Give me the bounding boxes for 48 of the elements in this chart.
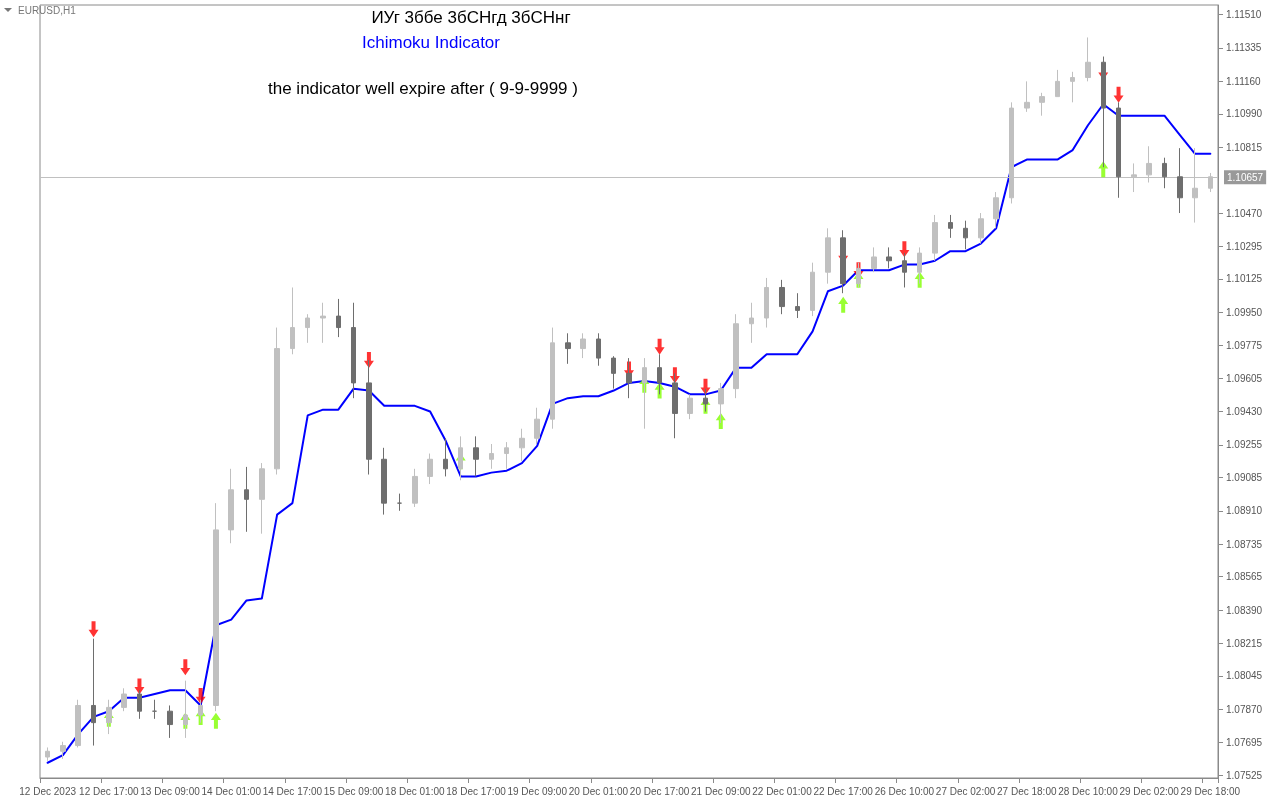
y-tick-label: 1.09255 xyxy=(1226,439,1263,451)
x-tick-label: 13 Dec 09:00 xyxy=(140,785,201,797)
y-tick-label: 1.11335 xyxy=(1226,42,1262,54)
x-tick-label: 27 Dec 18:00 xyxy=(997,785,1057,797)
x-tick-label: 14 Dec 17:00 xyxy=(262,785,323,797)
y-tick-label: 1.08910 xyxy=(1226,505,1263,517)
y-tick-label: 1.10815 xyxy=(1226,141,1263,153)
x-tick-label: 29 Dec 18:00 xyxy=(1180,785,1241,797)
x-tick-label: 12 Dec 2023 xyxy=(19,785,77,797)
y-tick-label: 1.11160 xyxy=(1226,75,1262,87)
x-tick-label: 18 Dec 01:00 xyxy=(385,785,445,797)
annotation: the indicator well expire after ( 9-9-9999 ) xyxy=(268,79,578,98)
x-tick-label: 28 Dec 10:00 xyxy=(1058,785,1119,797)
y-tick-label: 1.07870 xyxy=(1226,703,1263,715)
x-tick-label: 27 Dec 02:00 xyxy=(935,785,996,797)
y-tick-label: 1.08565 xyxy=(1226,571,1263,583)
y-tick-label: 1.10295 xyxy=(1226,240,1263,252)
y-tick-label: 1.09950 xyxy=(1226,306,1263,318)
y-tick-label: 1.09430 xyxy=(1226,406,1263,418)
y-tick-label: 1.08045 xyxy=(1226,670,1263,682)
y-tick-label: 1.10990 xyxy=(1226,108,1263,120)
y-tick-label: 1.10125 xyxy=(1226,273,1263,285)
y-tick-label: 1.08215 xyxy=(1226,637,1263,649)
x-tick-label: 20 Dec 17:00 xyxy=(629,785,690,797)
ref-line-label: 1.10657 xyxy=(1227,171,1264,183)
x-tick-label: 22 Dec 01:00 xyxy=(752,785,813,797)
x-tick-label: 29 Dec 02:00 xyxy=(1119,785,1180,797)
chart-title: ИУг 3ббе 3бСНгд 3бСНнг xyxy=(371,8,571,27)
x-tick-label: 20 Dec 01:00 xyxy=(568,785,629,797)
y-tick-label: 1.08390 xyxy=(1226,604,1263,616)
y-tick-label: 1.07525 xyxy=(1226,769,1263,781)
x-tick-label: 14 Dec 01:00 xyxy=(201,785,262,797)
x-tick-label: 22 Dec 17:00 xyxy=(813,785,874,797)
x-tick-label: 15 Dec 09:00 xyxy=(323,785,384,797)
y-tick-label: 1.10470 xyxy=(1226,207,1263,219)
y-tick-label: 1.09775 xyxy=(1226,340,1263,352)
y-tick-label: 1.07695 xyxy=(1226,737,1263,749)
annotation: EURUSD,H1 xyxy=(18,4,77,16)
x-tick-label: 12 Dec 17:00 xyxy=(79,785,140,797)
y-tick-label: 1.11510 xyxy=(1226,9,1262,21)
text: Ichimoku Indicator xyxy=(362,33,501,52)
x-tick-label: 21 Dec 09:00 xyxy=(691,785,751,797)
x-tick-label: 19 Dec 09:00 xyxy=(507,785,568,797)
y-tick-label: 1.08735 xyxy=(1226,538,1263,550)
y-tick-label: 1.09605 xyxy=(1226,372,1263,384)
x-tick-label: 18 Dec 17:00 xyxy=(446,785,507,797)
y-tick-label: 1.09085 xyxy=(1226,471,1263,483)
x-tick-label: 26 Dec 10:00 xyxy=(874,785,935,797)
